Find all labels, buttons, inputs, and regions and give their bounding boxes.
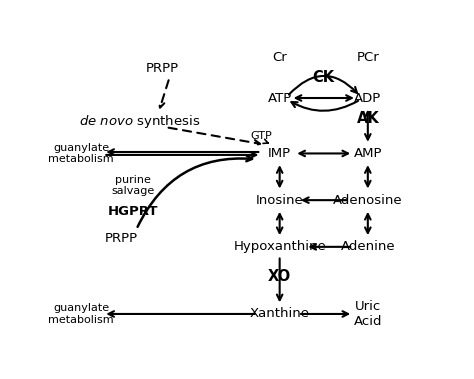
FancyArrowPatch shape xyxy=(277,167,283,186)
FancyArrowPatch shape xyxy=(292,101,358,111)
Text: Adenosine: Adenosine xyxy=(333,194,402,207)
FancyArrowPatch shape xyxy=(300,151,348,156)
Text: AMP: AMP xyxy=(354,147,382,160)
Text: Cr: Cr xyxy=(272,51,287,64)
FancyArrowPatch shape xyxy=(159,80,169,108)
Text: ATP: ATP xyxy=(267,91,292,105)
FancyArrowPatch shape xyxy=(365,214,371,233)
FancyArrowPatch shape xyxy=(296,95,352,101)
FancyArrowPatch shape xyxy=(169,128,260,146)
FancyArrowPatch shape xyxy=(277,258,283,300)
FancyArrowPatch shape xyxy=(137,156,252,227)
Text: IMP: IMP xyxy=(268,147,291,160)
FancyArrowPatch shape xyxy=(365,112,371,139)
FancyArrowPatch shape xyxy=(303,197,346,203)
Text: purine
salvage: purine salvage xyxy=(111,175,155,196)
FancyArrowPatch shape xyxy=(109,149,258,155)
Text: ADP: ADP xyxy=(354,91,382,105)
FancyArrowPatch shape xyxy=(109,311,255,317)
Text: guanylate
metabolism: guanylate metabolism xyxy=(48,303,114,325)
Text: PRPP: PRPP xyxy=(105,232,138,244)
Text: HGPRT: HGPRT xyxy=(108,205,158,218)
Text: PCr: PCr xyxy=(356,51,379,64)
Text: GTP: GTP xyxy=(250,131,272,141)
FancyArrowPatch shape xyxy=(365,167,371,186)
Text: CK: CK xyxy=(313,70,335,85)
Text: Adenine: Adenine xyxy=(340,240,395,253)
Text: PRPP: PRPP xyxy=(146,62,179,75)
Text: XO: XO xyxy=(268,269,292,283)
FancyArrowPatch shape xyxy=(310,244,350,250)
Text: $\it{de\ novo}$ synthesis: $\it{de\ novo}$ synthesis xyxy=(80,113,201,130)
Text: Xanthine: Xanthine xyxy=(250,307,310,321)
Text: Uric
Acid: Uric Acid xyxy=(354,300,382,328)
FancyArrowPatch shape xyxy=(277,214,283,233)
Text: guanylate
metabolism: guanylate metabolism xyxy=(48,143,114,164)
Text: Hypoxanthine: Hypoxanthine xyxy=(233,240,326,253)
FancyArrowPatch shape xyxy=(301,311,348,317)
Text: AK: AK xyxy=(356,111,379,126)
Text: Inosine: Inosine xyxy=(256,194,303,207)
FancyArrowPatch shape xyxy=(289,76,357,94)
FancyArrowPatch shape xyxy=(263,139,268,143)
FancyArrowPatch shape xyxy=(106,152,256,158)
